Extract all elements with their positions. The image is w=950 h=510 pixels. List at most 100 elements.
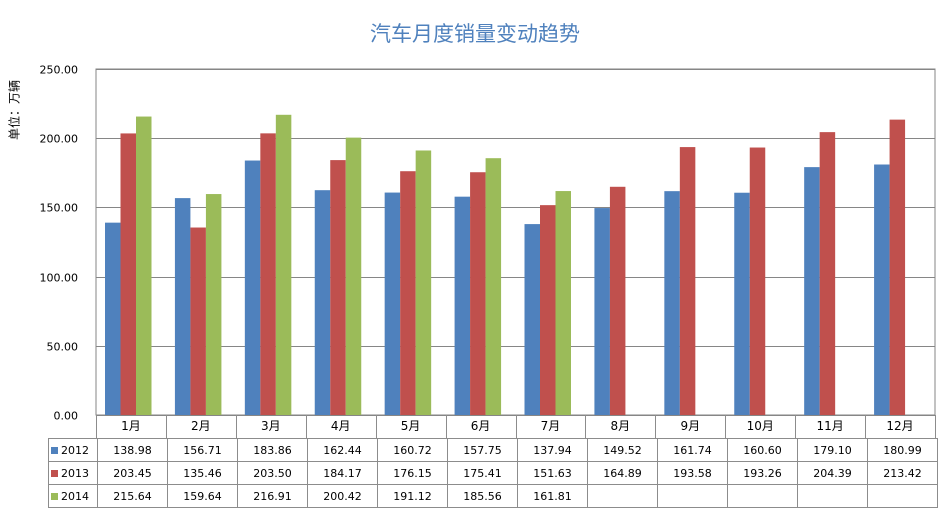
y-tick-label: 250.00	[40, 64, 79, 77]
table-cell	[587, 484, 658, 508]
legend-label: 2013	[61, 466, 89, 480]
bar-2013-10	[749, 147, 766, 416]
table-row: 2014 215.64 159.64 216.91 200.42 191.12 185.56…	[48, 484, 938, 508]
bar-2013-6	[470, 172, 486, 415]
table-cell	[797, 484, 868, 508]
bar-2012-11	[804, 167, 820, 415]
table-cell: 216.91	[237, 484, 308, 508]
x-tick-label: 2月	[191, 419, 211, 433]
x-tick-label: 9月	[680, 419, 700, 433]
table-cell: 161.81	[517, 484, 588, 508]
table-cell: 193.58	[657, 461, 728, 485]
bar-2013-2	[190, 227, 206, 415]
table-cell	[657, 484, 728, 508]
x-tick-label: 7月	[541, 419, 561, 433]
table-cell: 137.94	[517, 438, 588, 462]
x-tick-label: 12月	[886, 419, 913, 433]
bar-2013-4	[330, 160, 346, 415]
bar-chart: 0.00 50.00 100.00 150.00 200.00 250.00 1月 2月 3月 4…	[40, 64, 936, 438]
table-cell: 179.10	[797, 438, 868, 462]
bar-2013-5	[400, 171, 416, 415]
table-cell: 213.42	[867, 461, 938, 485]
bar-2014-5	[415, 150, 432, 415]
bar-2014-3	[275, 114, 292, 415]
table-cell: 204.39	[797, 461, 868, 485]
bar-2013-8	[609, 186, 626, 415]
table-cell: 160.60	[727, 438, 798, 462]
table-cell: 180.99	[867, 438, 938, 462]
x-tick-label: 1月	[121, 419, 141, 433]
y-tick-label: 100.00	[40, 272, 79, 285]
legend-label: 2012	[61, 443, 89, 457]
x-tick-label: 6月	[471, 419, 491, 433]
y-tick-label: 150.00	[40, 202, 79, 215]
bar-2012-8	[594, 208, 610, 415]
data-table-body: 2012 138.98 156.71 183.86 162.44 160.72 157.75…	[48, 438, 938, 508]
table-cell: 138.98	[97, 438, 168, 462]
table-cell: 200.42	[307, 484, 378, 508]
legend-entry: 2013	[48, 461, 98, 485]
x-tick-label: 10月	[747, 419, 774, 433]
y-tick-label: 200.00	[40, 133, 79, 146]
table-row: 2013 203.45 135.46 203.50 184.17 176.15 175.41…	[48, 461, 938, 485]
table-cell: 191.12	[377, 484, 448, 508]
table-cell: 162.44	[307, 438, 378, 462]
table-cell: 183.86	[237, 438, 308, 462]
bar-2013-7	[540, 205, 556, 415]
x-tick-label: 11月	[816, 419, 843, 433]
table-cell: 149.52	[587, 438, 658, 462]
table-cell: 176.15	[377, 461, 448, 485]
bar-2014-4	[345, 137, 362, 415]
bar-2012-10	[734, 192, 750, 415]
table-cell: 203.50	[237, 461, 308, 485]
bar-2012-1	[105, 222, 121, 415]
bar-2012-6	[454, 196, 471, 415]
bar-2014-1	[136, 116, 152, 416]
legend-entry: 2014	[48, 484, 98, 508]
table-cell: 161.74	[657, 438, 728, 462]
table-cell: 203.45	[97, 461, 168, 485]
table-cell: 185.56	[447, 484, 518, 508]
legend-swatch	[51, 469, 58, 477]
x-tick-label: 4月	[331, 419, 351, 433]
table-cell	[727, 484, 798, 508]
table-cell: 156.71	[167, 438, 238, 462]
x-tick-label: 3月	[261, 419, 281, 433]
table-cell: 157.75	[447, 438, 518, 462]
chart-title: 汽车月度销量变动趋势	[370, 22, 580, 46]
table-cell	[867, 484, 938, 508]
legend-swatch	[51, 492, 58, 500]
table-cell: 164.89	[587, 461, 658, 485]
table-cell: 160.72	[377, 438, 448, 462]
bar-2014-7	[555, 191, 571, 415]
table-cell: 151.63	[517, 461, 588, 485]
bar-2012-4	[314, 190, 331, 415]
data-table: 2012 138.98 156.71 183.86 162.44 160.72 157.75…	[48, 438, 938, 508]
bar-2013-11	[819, 132, 836, 415]
y-tick-label: 50.00	[47, 341, 79, 354]
table-cell: 184.17	[307, 461, 378, 485]
bar-2014-2	[205, 194, 222, 415]
bar-2012-12	[874, 164, 890, 415]
y-tick-label: 0.00	[54, 410, 79, 423]
bar-2013-12	[889, 119, 906, 416]
legend-entry: 2012	[48, 438, 98, 462]
bar-2012-5	[384, 192, 401, 415]
legend-swatch	[51, 446, 58, 454]
x-tick-label: 5月	[401, 419, 421, 433]
table-cell: 193.26	[727, 461, 798, 485]
table-cell: 135.46	[167, 461, 238, 485]
bar-2012-7	[524, 224, 540, 415]
bar-2012-9	[664, 191, 680, 415]
bar-2012-2	[174, 198, 191, 415]
bar-2012-3	[244, 160, 261, 415]
table-row: 2012 138.98 156.71 183.86 162.44 160.72 157.75…	[48, 438, 938, 462]
table-cell: 175.41	[447, 461, 518, 485]
bar-2014-6	[485, 158, 502, 415]
x-tick-label: 8月	[611, 419, 631, 433]
bar-2013-9	[679, 147, 696, 416]
legend-label: 2014	[61, 489, 89, 503]
table-cell: 215.64	[97, 484, 168, 508]
table-cell: 159.64	[167, 484, 238, 508]
bar-2013-3	[260, 133, 276, 415]
